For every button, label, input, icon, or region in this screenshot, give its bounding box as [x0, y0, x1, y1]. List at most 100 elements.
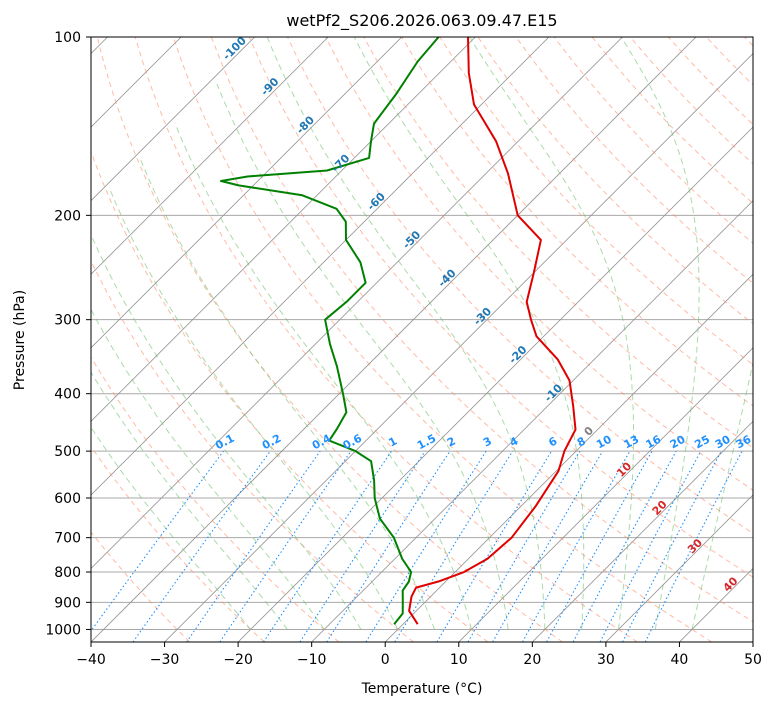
isotherm-line — [752, 641, 753, 642]
moist-adiabat — [266, 37, 546, 630]
mixing-ratio-line — [263, 450, 392, 642]
mixing-ratio-label: 1 — [386, 434, 399, 449]
isotherm-line — [91, 37, 697, 642]
isotherm-label: 30 — [685, 536, 705, 556]
isotherm-label: -10 — [542, 381, 565, 404]
temperature-profile-line — [408, 37, 577, 625]
x-tick-label: 50 — [744, 652, 762, 668]
mixing-ratio-line — [546, 450, 653, 642]
isotherm-label: 40 — [721, 574, 741, 594]
dry-adiabat — [96, 37, 563, 642]
isotherm-line — [532, 420, 753, 642]
chart-title: wetPf2_S206.2026.063.09.47.E15 — [286, 11, 557, 31]
mixing-ratio-label: 10 — [594, 433, 614, 452]
isotherm-label: -90 — [258, 75, 281, 98]
y-tick-label: 400 — [54, 387, 81, 403]
mixing-ratio-line — [219, 450, 352, 642]
mixing-ratio-label: 2 — [445, 434, 458, 449]
moist-adiabat — [216, 83, 509, 630]
y-tick-label: 800 — [54, 565, 81, 581]
y-tick-label: 100 — [54, 30, 81, 46]
dry-adiabat — [401, 37, 753, 407]
moist-adiabat — [91, 426, 252, 630]
mixing-ratio-line — [299, 450, 426, 642]
dry-adiabat — [667, 37, 753, 126]
moist-adiabat — [139, 157, 436, 630]
y-tick-label: 700 — [54, 531, 81, 547]
y-axis-label: Pressure (hPa) — [12, 290, 28, 390]
mixing-ratio-label: 0.2 — [260, 432, 283, 453]
dry-adiabat — [515, 37, 753, 284]
isotherm-line — [91, 37, 550, 496]
dry-adiabat — [591, 37, 753, 204]
mixing-ratio-line — [132, 450, 271, 642]
isotherm-label: -60 — [365, 190, 388, 213]
dry-adiabat — [91, 445, 265, 642]
dry-adiabat — [705, 37, 753, 86]
dry-adiabat — [210, 37, 753, 623]
dewpoint-profile-line — [220, 37, 440, 625]
dry-adiabat — [172, 37, 713, 642]
x-tick-label: 10 — [450, 652, 468, 668]
isotherm-line — [311, 200, 753, 642]
background-lines — [91, 37, 753, 642]
mixing-ratio-line — [644, 450, 743, 642]
mixing-ratio-label: 3 — [481, 434, 494, 449]
dry-adiabat — [287, 37, 753, 534]
y-tick-label: 300 — [54, 313, 81, 329]
x-tick-label: −40 — [76, 652, 106, 668]
mixing-ratio-line — [326, 450, 451, 642]
moist-adiabat — [91, 233, 362, 630]
moist-adiabat — [109, 188, 399, 630]
mixing-ratio-label: 8 — [575, 434, 588, 449]
mixing-ratio-label: 30 — [713, 433, 733, 452]
isotherm-label: -20 — [506, 343, 529, 366]
mixing-ratio-label: 6 — [546, 434, 559, 449]
x-tick-label: −30 — [150, 652, 180, 668]
dry-adiabat — [91, 356, 340, 642]
x-tick-label: −10 — [297, 652, 327, 668]
moist-adiabat — [91, 371, 288, 630]
x-tick-label: 30 — [597, 652, 615, 668]
isotherm-line — [91, 37, 255, 202]
mixing-ratio-line — [91, 450, 224, 632]
isotherm-line — [458, 347, 753, 642]
mixing-ratio-line — [186, 450, 321, 642]
mixing-ratio-line — [394, 450, 514, 642]
moist-adiabat — [91, 308, 325, 630]
isotherm-line — [91, 37, 623, 570]
dry-adiabat — [248, 37, 753, 578]
axes: −40 −30 −20 −10 0 10 20 30 40 5010020030040050060… — [45, 30, 762, 668]
y-tick-label: 500 — [54, 444, 81, 460]
dry-adiabat — [553, 37, 753, 244]
dry-adiabat — [91, 259, 414, 642]
isotherm-label: 10 — [614, 459, 634, 479]
plot-frame — [90, 36, 754, 643]
moist-adiabat — [620, 37, 700, 630]
y-tick-label: 900 — [54, 595, 81, 611]
mixing-ratio-line — [522, 450, 631, 642]
isotherm-label: -70 — [329, 152, 352, 175]
x-tick-label: 40 — [671, 652, 689, 668]
dry-adiabat — [134, 37, 638, 642]
mixing-ratio-line — [572, 450, 677, 642]
moist-adiabat — [469, 37, 634, 630]
isotherm-line — [164, 52, 753, 642]
isotherm-line — [91, 37, 329, 275]
mixing-ratio-label: 36 — [734, 433, 754, 452]
isotherm-label: -50 — [400, 228, 423, 251]
x-axis-label: Temperature (°C) — [361, 681, 483, 697]
mixing-ratio-label: 20 — [668, 433, 688, 452]
x-tick-label: 20 — [523, 652, 541, 668]
mixing-ratio-label: 16 — [644, 433, 664, 452]
y-tick-label: 600 — [54, 491, 81, 507]
mixing-ratio-line — [365, 450, 487, 642]
dry-adiabat — [91, 531, 191, 642]
dry-adiabat — [439, 37, 753, 366]
moist-adiabat — [174, 123, 472, 630]
isotherm-label: -30 — [471, 305, 494, 328]
mixing-ratio-label: 0.4 — [310, 432, 334, 453]
mixing-ratio-label: 1.5 — [415, 432, 438, 453]
mixing-ratio-label: 0.1 — [213, 432, 236, 453]
